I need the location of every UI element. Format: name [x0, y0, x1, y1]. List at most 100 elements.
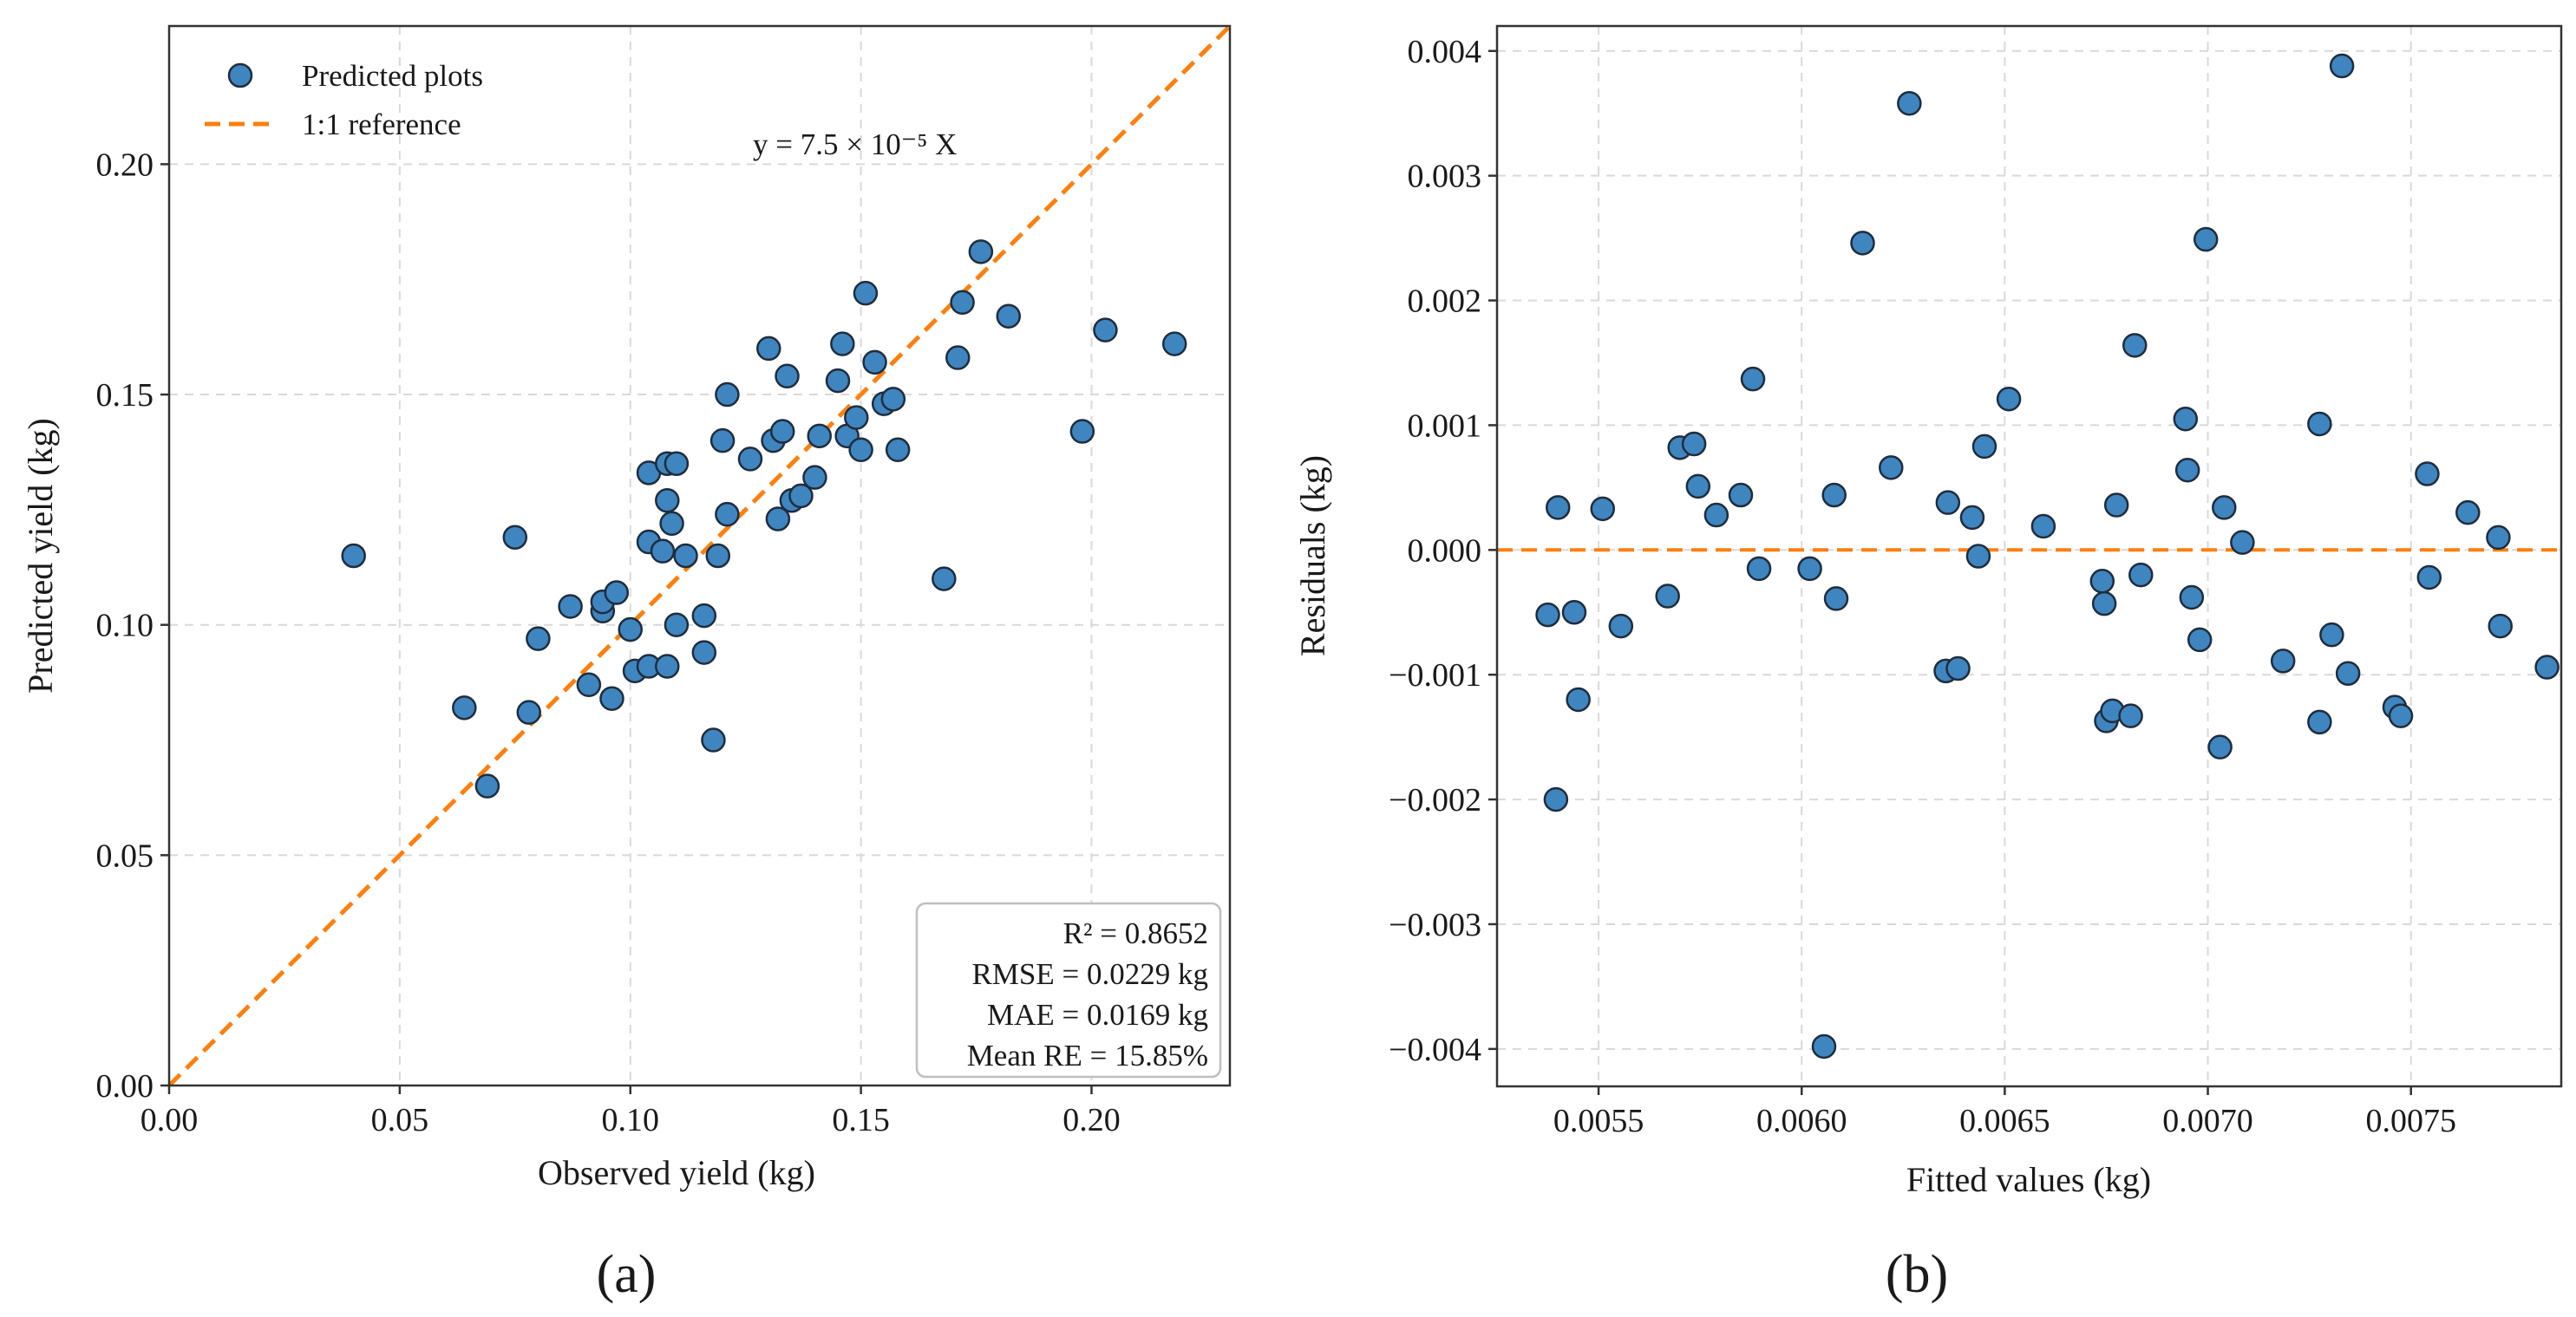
- data-point: [945, 345, 971, 370]
- data-point: [1811, 1033, 1837, 1059]
- y-tick-label: 0.15: [96, 377, 154, 414]
- panel-a: 0.00 0.05 0.10 0.15 0.20 0.00 0.05 0.10 0.15 0.2…: [21, 24, 1232, 1304]
- y-tick-label: 0.000: [1408, 532, 1482, 569]
- x-tick-label: 0.0070: [2162, 1103, 2253, 1139]
- data-point: [2455, 499, 2481, 525]
- legend-label-reference: 1:1 reference: [302, 108, 461, 141]
- data-point: [1681, 431, 1707, 457]
- data-point: [788, 483, 814, 509]
- data-point: [1935, 490, 1961, 515]
- grid-b: [1497, 26, 2561, 1086]
- data-point: [1543, 786, 1569, 812]
- data-point: [807, 423, 833, 449]
- data-point: [1746, 556, 1772, 582]
- data-point: [1821, 482, 1847, 508]
- data-point: [618, 616, 643, 642]
- data-point: [2230, 530, 2255, 555]
- y-axis-label-a: Predicted yield (kg): [21, 418, 60, 694]
- data-point: [2319, 622, 2344, 648]
- data-point: [715, 381, 740, 407]
- data-point: [701, 727, 726, 753]
- data-point: [1590, 496, 1616, 522]
- plot-frame-a: [167, 24, 1232, 1087]
- data-point: [2118, 703, 2143, 728]
- data-point: [2486, 525, 2511, 551]
- data-point: [968, 239, 994, 264]
- data-point: [341, 543, 366, 569]
- data-point: [2089, 569, 2115, 594]
- reference-line-1-1: [169, 26, 1230, 1086]
- data-point: [2174, 457, 2200, 483]
- x-axis-label-a: Observed yield (kg): [538, 1153, 815, 1192]
- data-point: [474, 773, 500, 799]
- data-point: [2173, 406, 2199, 432]
- data-point: [1959, 505, 1985, 531]
- data-point: [1093, 317, 1118, 342]
- data-point: [1996, 386, 2022, 412]
- x-tick-label: 0.15: [832, 1102, 890, 1138]
- data-point: [802, 465, 827, 490]
- data-point: [655, 654, 680, 679]
- data-point: [1897, 90, 1922, 116]
- data-point: [2207, 734, 2233, 760]
- data-point: [950, 290, 975, 316]
- data-point: [1161, 331, 1187, 356]
- data-point: [844, 405, 869, 430]
- data-point: [2329, 53, 2355, 79]
- data-point: [2416, 564, 2442, 590]
- panel-b: 0.0055 0.0060 0.0065 0.0070 0.0075 −0.004−0.…: [1293, 24, 2563, 1304]
- data-point: [673, 543, 698, 569]
- data-point: [2128, 562, 2154, 588]
- data-point: [756, 336, 781, 362]
- data-point: [691, 603, 717, 629]
- scatter-points-b: [1535, 53, 2560, 1059]
- data-point: [2091, 590, 2117, 616]
- data-point: [526, 626, 551, 651]
- x-axis-label-b: Fitted values (kg): [1906, 1160, 2151, 1199]
- data-point: [664, 612, 690, 637]
- data-point: [1971, 434, 1997, 460]
- data-point: [2307, 411, 2332, 437]
- data-point: [1655, 584, 1680, 609]
- data-point: [709, 427, 736, 453]
- data-point: [1728, 482, 1754, 508]
- y-tick-label: 0.05: [96, 838, 154, 874]
- data-point: [880, 387, 906, 412]
- stat-rmse: RMSE = 0.0229 kg: [971, 957, 1208, 991]
- x-tick-label: 0.05: [371, 1102, 429, 1138]
- data-point: [1823, 586, 1849, 611]
- stat-mae: MAE = 0.0169 kg: [987, 998, 1208, 1032]
- data-point: [1879, 455, 1904, 480]
- data-point: [2103, 492, 2129, 518]
- data-point: [2212, 495, 2237, 520]
- data-point: [604, 580, 630, 605]
- data-point: [715, 501, 740, 527]
- data-point: [1797, 556, 1822, 582]
- data-point: [1561, 599, 1587, 625]
- data-point: [1545, 495, 1571, 520]
- y-tick-label: 0.004: [1408, 34, 1482, 70]
- data-point: [775, 363, 800, 389]
- data-point: [862, 349, 887, 375]
- data-point: [691, 640, 717, 665]
- data-point: [2307, 709, 2332, 735]
- scatter-points-a: [341, 239, 1187, 799]
- data-point: [830, 331, 855, 356]
- data-point: [1965, 544, 1991, 569]
- plot-frame-b: [1495, 24, 2563, 1088]
- data-point: [2193, 226, 2219, 252]
- y-ticks-a: 0.00 0.05 0.10 0.15 0.20: [96, 147, 169, 1105]
- data-point: [2335, 661, 2361, 686]
- panel-label-a: (a): [597, 1245, 657, 1304]
- data-point: [769, 419, 795, 444]
- y-tick-label: 0.001: [1408, 407, 1482, 444]
- stat-r2: R² = 0.8652: [1063, 916, 1208, 950]
- data-point: [848, 437, 873, 463]
- y-tick-label: 0.10: [96, 608, 154, 644]
- data-point: [452, 695, 477, 720]
- data-point: [1566, 687, 1591, 713]
- data-point: [516, 700, 542, 725]
- legend-label-points: Predicted plots: [302, 59, 483, 93]
- y-tick-label: −0.001: [1389, 657, 1481, 694]
- stats-box: R² = 0.8652 RMSE = 0.0229 kg MAE = 0.016…: [915, 902, 1222, 1079]
